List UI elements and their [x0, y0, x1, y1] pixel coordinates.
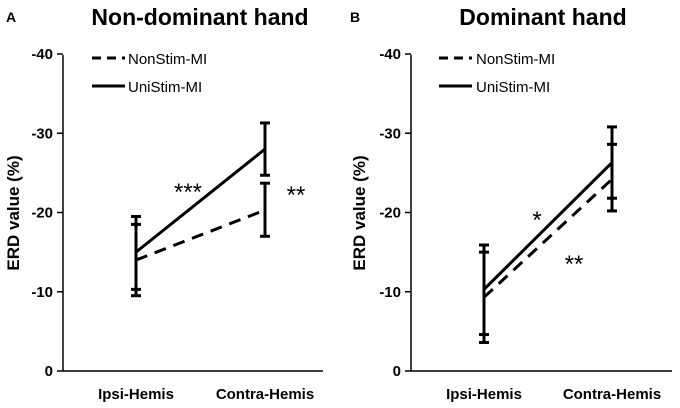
legend: NonStim-MI UniStim-MI [92, 51, 207, 96]
panel-b: B Dominant hand ERD value (%) 0 -10 -20 -30… [350, 4, 672, 403]
y-axis-label: ERD value (%) [4, 155, 23, 270]
legend-label-nonstim: NonStim-MI [128, 51, 207, 68]
significance-marker: * [532, 207, 541, 234]
series-marks [131, 121, 270, 298]
y-tick-label: -30 [379, 125, 401, 142]
y-tick-label: -20 [31, 205, 53, 222]
significance-marker: *** [174, 179, 202, 206]
series-line-unistim [482, 161, 614, 291]
series-marks [479, 125, 617, 344]
legend-label-nonstim: NonStim-MI [476, 51, 555, 68]
y-tick-label: -10 [379, 284, 401, 301]
y-tick-label: -20 [379, 205, 401, 222]
y-ticks: 0 -10 -20 -30 -40 [379, 46, 411, 380]
significance-marker: ** [565, 251, 584, 278]
chart-title: Non-dominant hand [91, 4, 308, 30]
x-tick-label: Contra-Hemis [216, 386, 314, 403]
y-tick-label: -10 [31, 284, 53, 301]
y-tick-label: -40 [379, 46, 401, 63]
series-line-nonstim [135, 208, 266, 262]
y-tick-label: -40 [31, 46, 53, 63]
x-tick-label: Contra-Hemis [563, 386, 661, 403]
legend: NonStim-MI UniStim-MI [439, 51, 555, 96]
legend-label-unistim: UniStim-MI [476, 79, 550, 96]
x-tick-label: Ipsi-Hemis [98, 386, 174, 403]
chart-title: Dominant hand [459, 4, 626, 30]
panel-label: A [6, 9, 16, 25]
series-line-unistim [135, 147, 266, 254]
panel-a: A Non-dominant hand ERD value (%) 0 -10 -2… [4, 4, 323, 403]
y-tick-label: 0 [45, 363, 53, 380]
y-tick-label: -30 [31, 125, 53, 142]
y-axis-label: ERD value (%) [350, 155, 369, 270]
series-line-nonstim [482, 178, 614, 299]
significance-marker: ** [287, 182, 306, 209]
y-tick-label: 0 [393, 363, 401, 380]
panel-label: B [350, 9, 360, 25]
legend-label-unistim: UniStim-MI [128, 79, 202, 96]
x-tick-label: Ipsi-Hemis [446, 386, 522, 403]
y-ticks: 0 -10 -20 -30 -40 [31, 46, 63, 380]
